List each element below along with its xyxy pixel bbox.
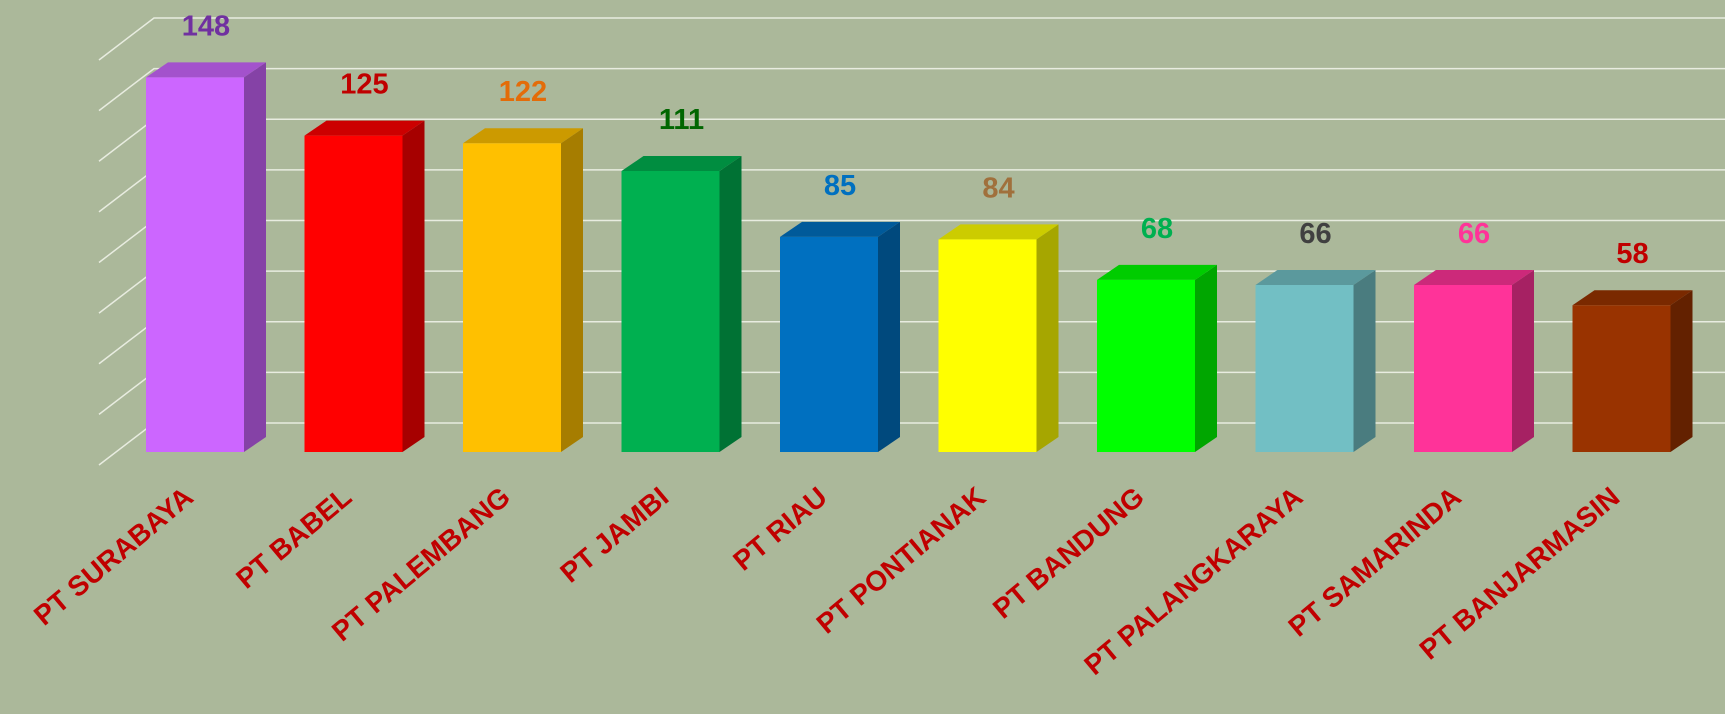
- bar: [304, 120, 425, 452]
- bar-side: [719, 156, 742, 452]
- bar: [621, 156, 742, 452]
- value-label: 68: [1141, 213, 1173, 245]
- bar: [1414, 269, 1534, 452]
- bar-top: [1414, 269, 1534, 285]
- bar-top: [463, 128, 583, 144]
- bar-front: [780, 236, 878, 452]
- bar-front: [1255, 284, 1354, 452]
- bar: [780, 221, 900, 452]
- bar-front: [1572, 305, 1671, 452]
- value-label: 66: [1458, 218, 1490, 250]
- value-label: 122: [499, 76, 547, 108]
- bar-side: [1512, 269, 1534, 452]
- x-tick-label: PT JAMBI: [554, 481, 674, 589]
- bar-side: [402, 120, 425, 452]
- bar-side: [561, 128, 583, 452]
- bar: [1097, 264, 1217, 452]
- x-tick-label: PT SURABAYA: [28, 481, 199, 631]
- bar-top: [938, 224, 1059, 240]
- bar-side: [878, 221, 900, 452]
- bar: [1255, 269, 1376, 452]
- bar-top: [146, 62, 266, 78]
- value-label: 58: [1616, 238, 1648, 270]
- bar-top: [780, 221, 900, 237]
- bar-side: [1353, 269, 1376, 452]
- bar-front: [1097, 279, 1195, 452]
- bar-top: [1255, 269, 1376, 285]
- bar-side: [1195, 264, 1217, 452]
- value-label: 66: [1299, 218, 1331, 250]
- bar-top: [1572, 290, 1693, 306]
- value-label: 148: [182, 10, 230, 42]
- bar-front: [938, 239, 1037, 452]
- bar-front: [621, 171, 720, 452]
- x-tick-label: PT BABEL: [230, 481, 357, 595]
- grid-line: [98, 17, 1725, 61]
- x-tick-label: PT BANDUNG: [987, 481, 1150, 625]
- bar-side: [1670, 290, 1693, 452]
- grid-line: [98, 67, 1725, 112]
- bar-side: [244, 62, 266, 452]
- bar-side: [1036, 224, 1059, 452]
- bar-top: [304, 120, 425, 136]
- bar: [938, 224, 1059, 452]
- value-label: 111: [659, 104, 704, 136]
- bar: [1572, 290, 1693, 452]
- value-label: 85: [824, 170, 856, 202]
- value-label: 84: [982, 172, 1014, 204]
- bar-front: [1414, 284, 1512, 452]
- bar-front: [146, 77, 244, 452]
- value-label: 125: [340, 69, 388, 101]
- bar: [146, 62, 266, 452]
- bar-top: [621, 156, 742, 172]
- bar-front: [463, 143, 561, 452]
- bar: [463, 128, 583, 452]
- bar-front: [304, 135, 403, 452]
- x-tick-label: PT PONTIANAK: [811, 481, 992, 640]
- x-tick-label: PT SAMARINDA: [1282, 481, 1466, 643]
- x-tick-label: PT RIAU: [727, 481, 833, 577]
- bar-top: [1097, 264, 1217, 280]
